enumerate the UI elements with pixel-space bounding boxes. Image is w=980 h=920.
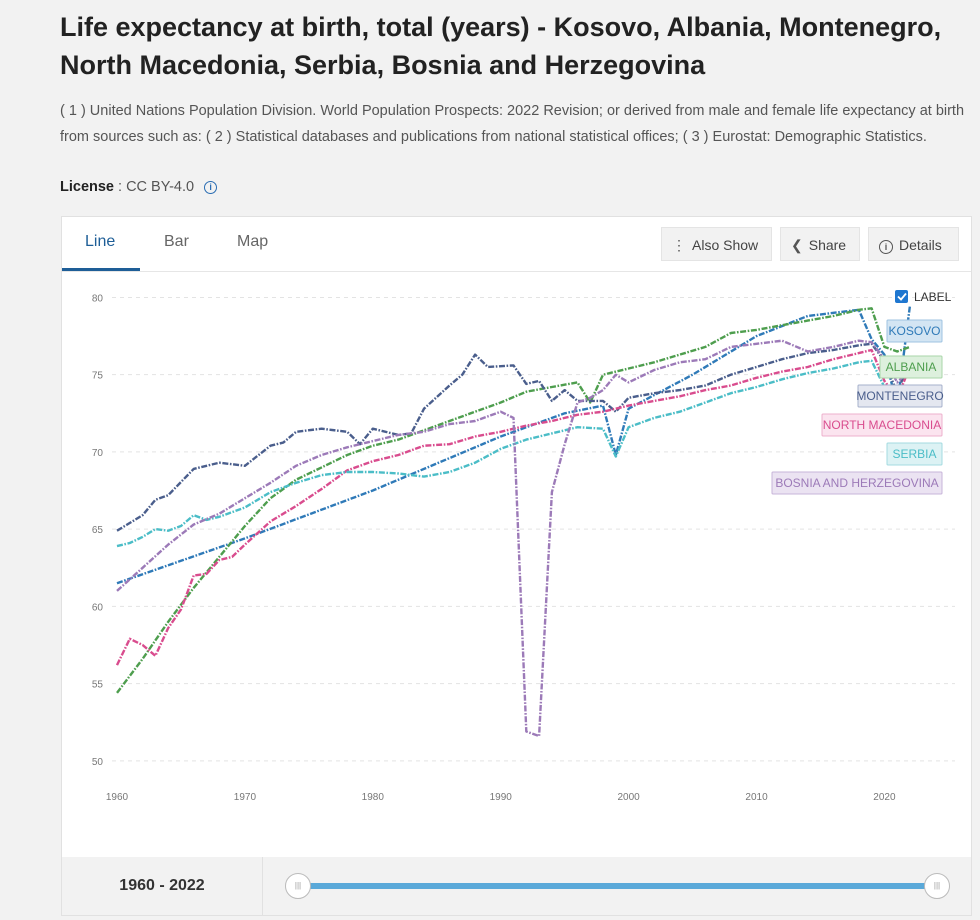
share-label: Share: [808, 237, 847, 253]
x-tick-label: 1970: [234, 792, 257, 803]
legend-item-kosovo[interactable]: KOSOVO: [886, 319, 943, 343]
series-line-albania: [116, 307, 911, 694]
legend-label: BOSNIA AND HERZEGOVINA: [775, 476, 938, 490]
y-tick-label: 70: [92, 448, 104, 459]
legend-label: NORTH MACEDONIA: [823, 418, 941, 432]
legend-item-albania[interactable]: ALBANIA: [879, 355, 943, 379]
y-tick-label: 65: [92, 525, 104, 536]
page-title: Life expectancy at birth, total (years) …: [60, 12, 942, 80]
active-tab-indicator: [62, 268, 140, 271]
details-button[interactable]: i Details: [868, 227, 959, 261]
license-label: License: [60, 179, 114, 195]
x-tick-label: 2010: [745, 792, 768, 803]
y-tick-label: 80: [92, 293, 104, 304]
legend-label: ALBANIA: [886, 360, 937, 374]
license-value: : CC BY-4.0: [118, 179, 195, 195]
license-line: License : CC BY-4.0 i: [60, 179, 218, 195]
range-bar: 1960 - 2022 ||| |||: [61, 857, 972, 916]
range-end-handle[interactable]: |||: [924, 873, 950, 899]
range-label: 1960 - 2022: [62, 857, 263, 915]
series-line-serbia: [116, 359, 912, 548]
legend-label: MONTENEGRO: [856, 389, 943, 403]
series-line-north-macedonia: [115, 348, 912, 666]
details-label: Details: [899, 237, 942, 253]
legend-box: [886, 442, 943, 466]
legend-label: KOSOVO: [888, 324, 940, 338]
x-tick-label: 1960: [106, 792, 129, 803]
y-tick-label: 75: [92, 371, 104, 382]
tabs-divider: [62, 271, 971, 272]
info-icon: i: [879, 240, 893, 254]
legend-label: SERBIA: [892, 447, 936, 461]
check-icon: [897, 292, 907, 301]
tab-map[interactable]: Map: [237, 233, 269, 250]
share-button[interactable]: ❮ Share: [780, 227, 860, 261]
label-checkbox[interactable]: [895, 290, 908, 303]
legend-box: [821, 413, 943, 437]
also-show-button[interactable]: ⋮ Also Show: [661, 227, 772, 261]
source-description: ( 1 ) United Nations Population Division…: [60, 103, 965, 145]
tab-line[interactable]: Line: [85, 233, 116, 250]
legend-item-bosnia-and-herzegovina[interactable]: BOSNIA AND HERZEGOVINA: [771, 471, 943, 495]
range-start-handle[interactable]: |||: [285, 873, 311, 899]
x-tick-label: 1980: [362, 792, 385, 803]
legend-box: [771, 471, 943, 495]
range-slider-track[interactable]: [299, 883, 937, 889]
x-tick-label: 2020: [873, 792, 896, 803]
legend-box: [857, 384, 943, 408]
line-chart: 50 55 60 65 70 75 80 1960 1970 1980 1990 2000 2010 20…: [92, 290, 955, 803]
y-tick-label: 60: [92, 602, 104, 613]
info-icon[interactable]: i: [204, 181, 218, 194]
series-line-montenegro: [116, 342, 912, 532]
also-show-label: Also Show: [692, 237, 759, 253]
legend-item-montenegro[interactable]: MONTENEGRO: [856, 384, 944, 408]
vertical-dots-icon: ⋮: [672, 237, 686, 253]
x-tick-label: 2000: [617, 792, 640, 803]
chart-panel: Line Bar Map ⋮ Also Show ❮ Share i Details …: [61, 216, 972, 858]
series-line-kosovo: [116, 305, 912, 585]
legend-item-north-macedonia[interactable]: NORTH MACEDONIA: [821, 413, 943, 437]
label-toggle-text: LABEL: [914, 290, 952, 304]
tab-bar[interactable]: Bar: [164, 233, 189, 250]
x-tick-label: 1990: [490, 792, 513, 803]
y-tick-label: 55: [92, 680, 104, 691]
share-icon: ❮: [791, 237, 803, 253]
legend-item-serbia[interactable]: SERBIA: [886, 442, 943, 466]
y-tick-label: 50: [92, 757, 104, 768]
legend-box: [879, 355, 943, 379]
legend-box: [886, 319, 943, 343]
series-line-bosnia-and-herzegovina: [116, 339, 911, 738]
